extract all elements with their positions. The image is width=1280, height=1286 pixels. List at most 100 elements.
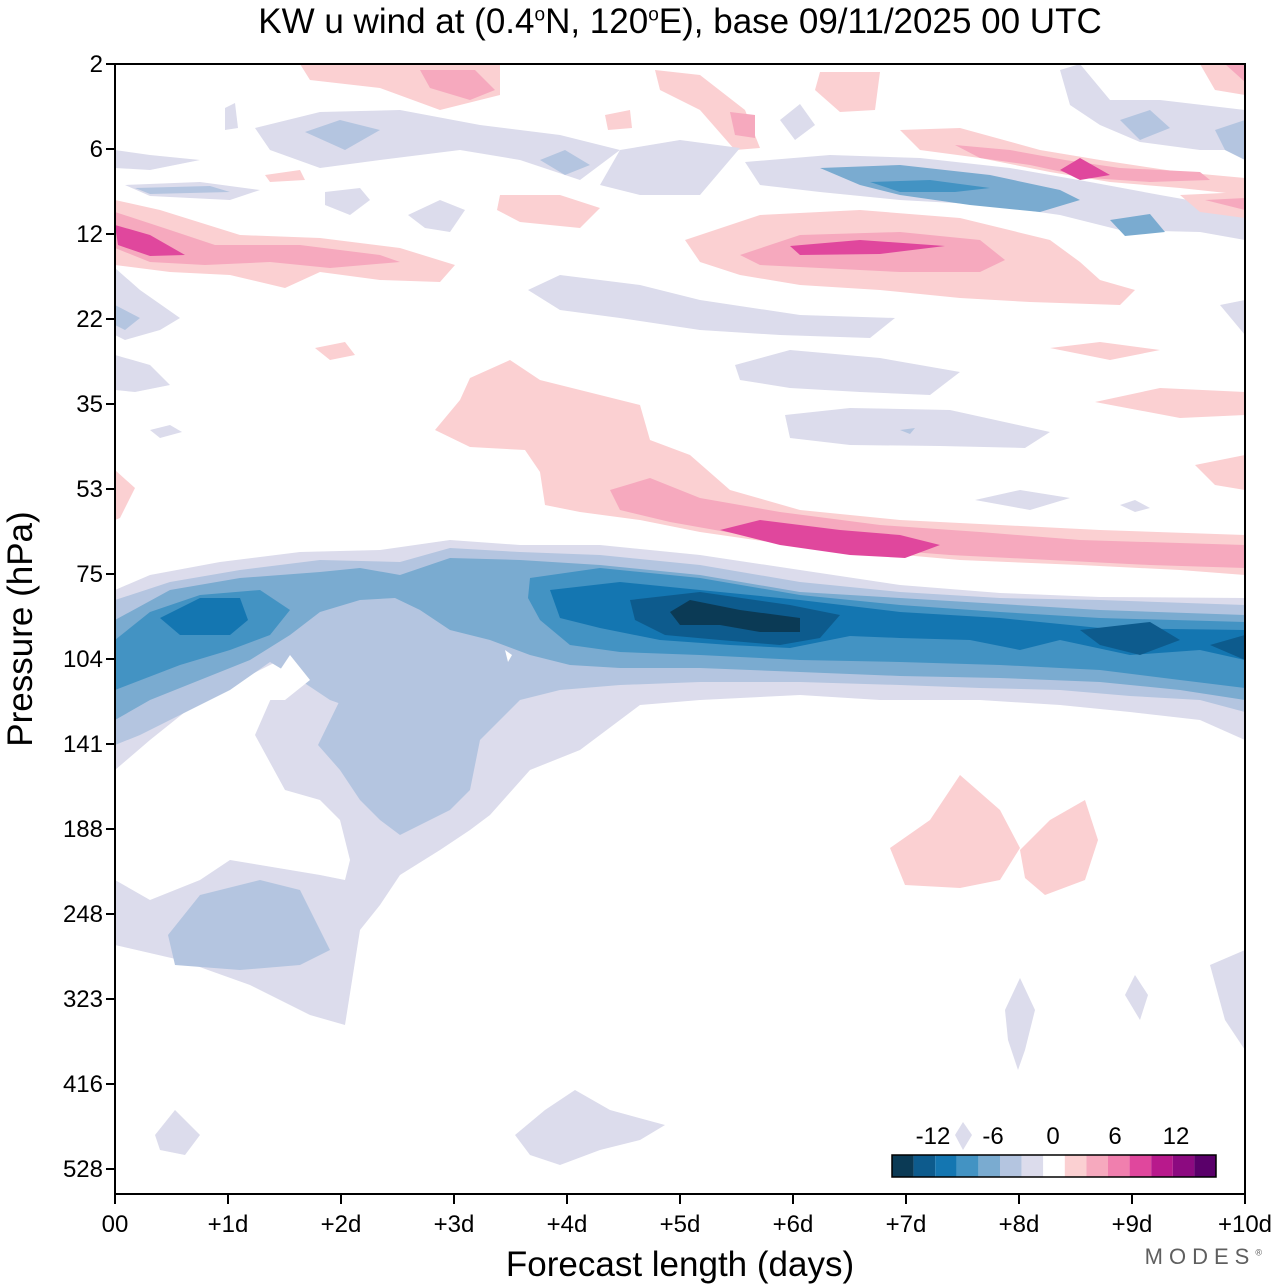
colorbar-swatch [1129,1155,1152,1177]
colorbar-swatch [1043,1155,1065,1177]
contour-region-negative [670,600,800,632]
contour-region-positive [1050,342,1160,360]
colorbar-tick-label: 0 [1046,1123,1059,1150]
x-tick-label: +5d [660,1211,701,1238]
colorbar-swatch [913,1155,936,1177]
contour-region-positive [115,225,185,256]
x-axis: 00 +1d +2d +3d +4d +5d +6d +7d +8d +9d +10d [102,1194,1272,1238]
contour-region-negative [1080,622,1180,655]
y-tick-label: 35 [76,391,103,418]
contour-region-negative [785,408,1050,448]
contour-region-positive [497,195,600,228]
y-tick-label: 2 [90,51,103,78]
contour-region-negative [975,490,1070,510]
colorbar-frame [891,1154,1217,1178]
contour-region-positive [115,200,455,288]
colorbar-tick-label: 6 [1108,1123,1121,1150]
y-tick-label: 6 [90,136,103,163]
colorbar-swatch [1064,1155,1087,1177]
colorbar-swatch [1108,1155,1130,1177]
x-tick-label: +6d [773,1211,814,1238]
y-axis-label: Pressure (hPa) [1,511,40,746]
brand-logo: MODES® [1144,1244,1262,1269]
x-tick-label: +2d [321,1211,362,1238]
contour-region-negative [150,425,182,438]
contour-region-positive [315,342,355,360]
contour-region-negative [135,186,230,194]
contour-region-negative [1120,500,1150,512]
contour-region-negative [780,104,815,140]
colorbar-tick-label: -12 [916,1123,951,1150]
y-tick-label: 323 [63,986,103,1013]
colorbar-legend: -12 -6 0 6 12 [891,1123,1217,1178]
contour-region-positive [265,170,305,182]
y-tick-label: 75 [76,561,103,588]
contour-region-positive [1095,388,1245,418]
contour-region-negative [528,275,895,338]
x-tick-label: 00 [102,1211,129,1238]
colorbar-swatch [1000,1155,1022,1177]
contour-region-negative [155,1110,200,1155]
y-tick-label: 528 [63,1156,103,1183]
contour-region-negative [115,305,140,330]
contour-region-positive [1205,198,1245,210]
contour-region-negative [1120,110,1170,140]
contour-region-negative [900,428,915,434]
contour-region-positive [1020,800,1098,895]
x-tick-label: +4d [547,1211,588,1238]
contour-region-positive [790,240,945,255]
contour-region-negative [305,120,380,150]
colorbar-tick-label: -6 [982,1123,1003,1150]
colorbar-swatch [1194,1155,1216,1177]
contour-region-positive [435,360,1245,575]
contour-region-positive [605,110,632,130]
contour-region-negative [540,150,590,175]
contour-region-positive [655,70,760,150]
y-axis: 2 6 12 22 35 53 75 104 141 188 248 323 416 528 [63,51,115,1183]
contour-region-zero [505,650,512,662]
contour-region-positive [720,520,940,558]
contour-region-positive [1060,158,1110,180]
contour-region-negative [1215,120,1245,160]
colorbar-swatch [1172,1155,1195,1177]
colorbar-swatch [956,1155,979,1177]
contour-region-negative [115,355,170,392]
contour-region-negative [1110,214,1165,236]
y-tick-label: 22 [76,306,103,333]
contour-region-negative [168,880,330,970]
colorbar-swatch [935,1155,957,1177]
contour-fill [115,64,1245,1165]
colorbar-swatch [1086,1155,1108,1177]
contour-region-negative [515,1090,665,1165]
x-tick-label: +10d [1218,1211,1272,1238]
x-tick-label: +8d [999,1211,1040,1238]
contour-region-negative [1005,978,1035,1070]
contour-region-negative [325,188,370,215]
contour-region-positive [890,775,1020,888]
x-tick-label: +7d [886,1211,927,1238]
y-tick-label: 53 [76,476,103,503]
contour-region-negative [600,140,740,195]
chart-title: KW u wind at (0.4oN, 120oE), base 09/11/… [258,2,1102,41]
x-axis-label: Forecast length (days) [506,1245,854,1284]
colorbar-swatch [1021,1155,1044,1177]
contour-region-positive [115,212,400,268]
contour-region-negative [1210,950,1245,1050]
colorbar-swatch [892,1155,914,1177]
contour-region-positive [420,70,495,100]
contour-region-positive [610,478,1245,568]
contour-region-negative [870,180,990,192]
y-tick-label: 416 [63,1071,103,1098]
contour-region-zero [260,655,310,700]
y-tick-label: 248 [63,901,103,928]
contour-region-negative [735,350,960,395]
contour-region-negative [115,150,200,170]
contour-region-negative [1060,64,1245,150]
contour-region-negative [115,590,290,690]
contour-region-negative [1220,300,1245,335]
contour-region-negative [955,1122,972,1150]
colorbar-swatch [978,1155,1000,1177]
contour-region-negative [225,103,238,130]
contour-region-negative [408,200,465,232]
